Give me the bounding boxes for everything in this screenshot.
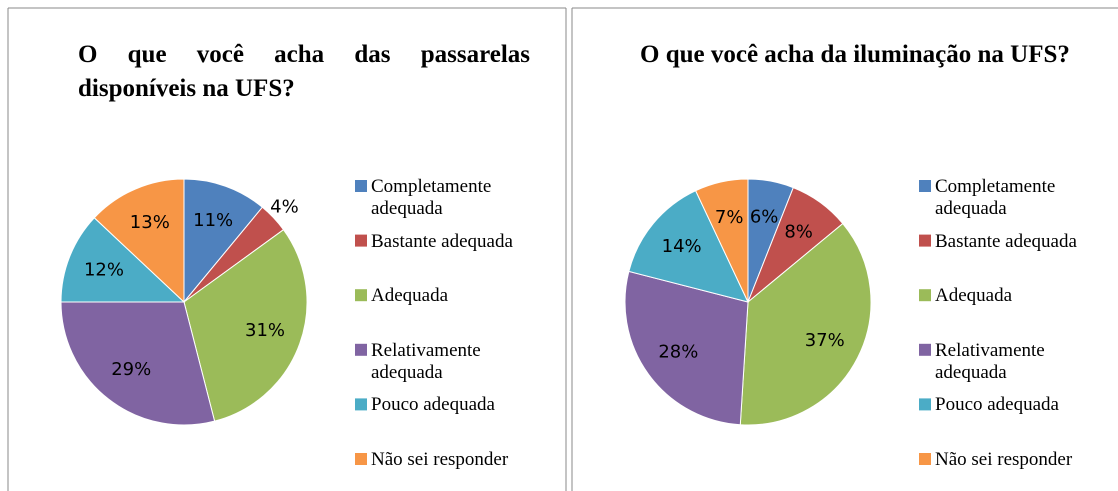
legend-entry: Bastante adequada: [371, 230, 513, 252]
legend-swatch: [919, 180, 931, 192]
data-label: 11%: [193, 210, 233, 231]
legend-swatch: [355, 180, 367, 192]
data-label: 6%: [750, 206, 779, 227]
data-label: 31%: [245, 320, 285, 341]
pie-slice: [93, 178, 185, 304]
legend-entry: Bastante adequada: [935, 230, 1077, 252]
data-label: 8%: [784, 221, 813, 242]
data-label: 12%: [84, 259, 124, 280]
legend-entry: Relativamente adequada: [371, 339, 481, 383]
legend-swatch: [355, 234, 367, 247]
legend-swatch: [355, 453, 367, 465]
legend-entry: Relativamente adequada: [935, 339, 1045, 383]
pie-slice: [628, 190, 749, 303]
data-label: 7%: [715, 207, 744, 228]
legend-entry: Não sei responder: [371, 449, 509, 470]
legend-entry: Pouco adequada: [935, 394, 1059, 416]
legend-swatch: [355, 289, 367, 302]
chart-title: O que você acha da iluminação na UFS?: [640, 41, 1070, 68]
pie-slice: [624, 270, 749, 426]
legend-swatch: [355, 343, 367, 356]
pie-slice: [183, 178, 264, 304]
legend-swatch: [919, 453, 931, 465]
legend-swatch: [919, 289, 931, 302]
pie-slice: [739, 222, 872, 426]
data-label: 29%: [111, 359, 151, 380]
data-label: 28%: [658, 342, 698, 363]
pie-slice: [183, 229, 308, 422]
data-label: 4%: [270, 197, 299, 218]
legend-swatch: [919, 343, 931, 356]
legend-swatch: [355, 398, 367, 411]
legend-entry: Não sei responder: [935, 449, 1073, 470]
data-label: 37%: [805, 330, 845, 351]
data-label: 13%: [130, 212, 170, 233]
pie-slice: [60, 217, 186, 303]
legend-swatch: [919, 398, 931, 411]
pie-slice: [694, 178, 749, 303]
legend-entry: Pouco adequada: [371, 394, 495, 416]
chart-title: O que você acha das passarelas disponíve…: [78, 41, 530, 102]
data-label: 14%: [662, 236, 702, 257]
legend-entry: Adequada: [935, 285, 1013, 307]
pie-slice: [60, 301, 216, 426]
legend-entry: Completamente adequada: [935, 176, 1056, 219]
legend-entry: Adequada: [371, 285, 449, 307]
legend-entry: Completamente adequada: [371, 176, 492, 219]
legend-swatch: [919, 234, 931, 247]
